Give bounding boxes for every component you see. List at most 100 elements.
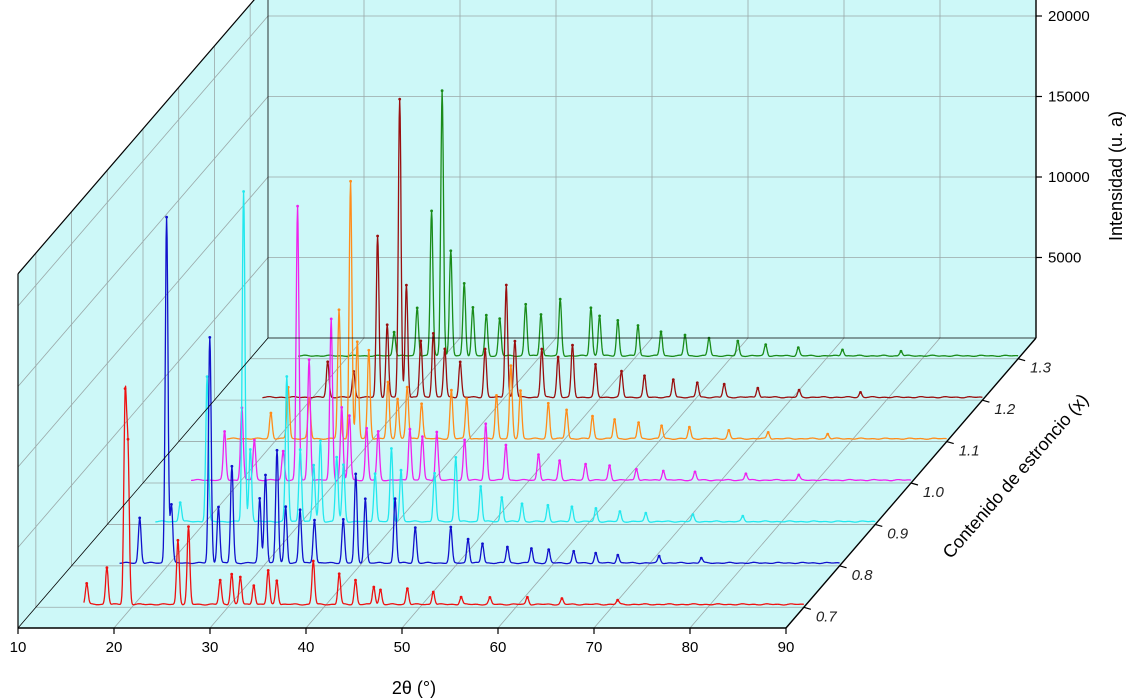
peak-point xyxy=(546,503,550,507)
peak-point xyxy=(376,430,380,433)
peak-point xyxy=(635,467,638,471)
peak-point xyxy=(242,190,246,193)
peak-point xyxy=(285,375,289,378)
peak-point xyxy=(620,369,623,373)
peak-point xyxy=(435,430,439,434)
peak-point xyxy=(238,575,242,579)
peak-point xyxy=(365,426,369,430)
x-tick-label: 80 xyxy=(682,639,699,656)
peak-point xyxy=(644,511,648,515)
peak-point xyxy=(258,497,262,500)
peak-point xyxy=(454,456,458,459)
z-tick-label: 1.0 xyxy=(923,484,945,501)
peak-point xyxy=(281,449,285,453)
peak-point xyxy=(298,448,302,452)
peak-point xyxy=(396,397,399,401)
peak-point xyxy=(699,556,703,560)
peak-point xyxy=(230,572,234,576)
peak-point xyxy=(524,302,528,306)
peak-point xyxy=(722,382,726,386)
peak-point xyxy=(449,525,453,529)
x-tick-label: 90 xyxy=(778,639,795,656)
peak-point xyxy=(466,537,470,541)
peak-point xyxy=(376,234,379,238)
peak-point xyxy=(165,215,169,219)
peak-point xyxy=(187,525,190,528)
peak-point xyxy=(506,545,509,549)
peak-point xyxy=(560,597,564,600)
peak-point xyxy=(386,380,390,384)
z-tick-mark xyxy=(803,606,812,610)
peak-point xyxy=(463,438,466,442)
peak-point xyxy=(594,363,597,366)
peak-point xyxy=(483,347,487,351)
peak-point xyxy=(558,459,561,463)
left-top-edge xyxy=(17,0,255,275)
peak-point xyxy=(484,313,488,317)
spectrum-line-0-7 xyxy=(83,385,805,606)
z-tick-mark xyxy=(875,523,883,528)
peak-point xyxy=(170,503,173,506)
peak-point xyxy=(354,472,358,476)
peak-point xyxy=(484,422,488,426)
peak-point xyxy=(355,340,359,344)
z-tick-mark xyxy=(839,565,847,569)
peak-point xyxy=(413,526,417,529)
peak-point xyxy=(223,430,227,433)
peak-point xyxy=(431,590,435,594)
peak-point xyxy=(616,598,619,602)
peak-point xyxy=(657,554,661,558)
z-tick-label: 0.7 xyxy=(816,608,838,625)
peak-point xyxy=(504,283,508,287)
peak-point xyxy=(594,551,598,555)
peak-point xyxy=(727,429,731,432)
peak-point xyxy=(547,548,551,552)
peak-point xyxy=(465,397,469,400)
peak-point xyxy=(530,547,533,550)
peak-point xyxy=(594,507,598,510)
peak-point xyxy=(488,596,492,599)
peak-point xyxy=(313,518,316,522)
spectrum-line-1 xyxy=(190,205,912,482)
spectrum-line-1-2 xyxy=(262,98,983,399)
peak-point xyxy=(406,587,409,590)
peak-point xyxy=(589,306,593,310)
peak-point xyxy=(275,579,279,583)
z-tick-label: 1.2 xyxy=(994,401,1016,418)
peak-point xyxy=(319,439,322,443)
peak-point xyxy=(458,360,462,364)
peak-point xyxy=(598,314,601,318)
axis-frame xyxy=(17,0,1037,629)
peak-point xyxy=(393,497,397,501)
peak-point xyxy=(459,595,463,599)
peak-point xyxy=(520,502,524,506)
x-tick-label: 20 xyxy=(106,639,123,656)
peak-point xyxy=(736,339,740,343)
peak-point xyxy=(431,332,435,335)
peak-point xyxy=(618,510,622,513)
x-tick-label: 70 xyxy=(586,639,603,656)
peak-point xyxy=(126,437,130,441)
peak-point xyxy=(430,209,433,213)
peak-point xyxy=(695,381,699,385)
peak-point xyxy=(537,453,540,456)
z-axis-ticks: 0.7 0.8 0.9 1.0 1.1 1.2 1.3 xyxy=(803,358,1052,625)
z-tick-mark xyxy=(910,482,919,486)
peak-point xyxy=(373,472,377,476)
peak-point xyxy=(269,411,273,415)
peak-point xyxy=(796,346,800,350)
peak-point xyxy=(756,386,760,390)
peak-point xyxy=(859,391,862,394)
x-tick-label: 50 xyxy=(394,639,411,656)
y-axis-title: Intensidad (u. a) xyxy=(1106,111,1126,241)
peak-point xyxy=(660,424,663,428)
peak-point xyxy=(449,249,453,253)
z-tick-label: 1.3 xyxy=(1030,360,1052,377)
peak-point xyxy=(398,97,402,101)
y-tick-label: 15000 xyxy=(1048,89,1090,106)
peak-point xyxy=(341,518,345,521)
peak-point xyxy=(335,455,339,459)
peak-point xyxy=(421,435,424,438)
x-axis-title: 2θ (°) xyxy=(392,678,436,698)
